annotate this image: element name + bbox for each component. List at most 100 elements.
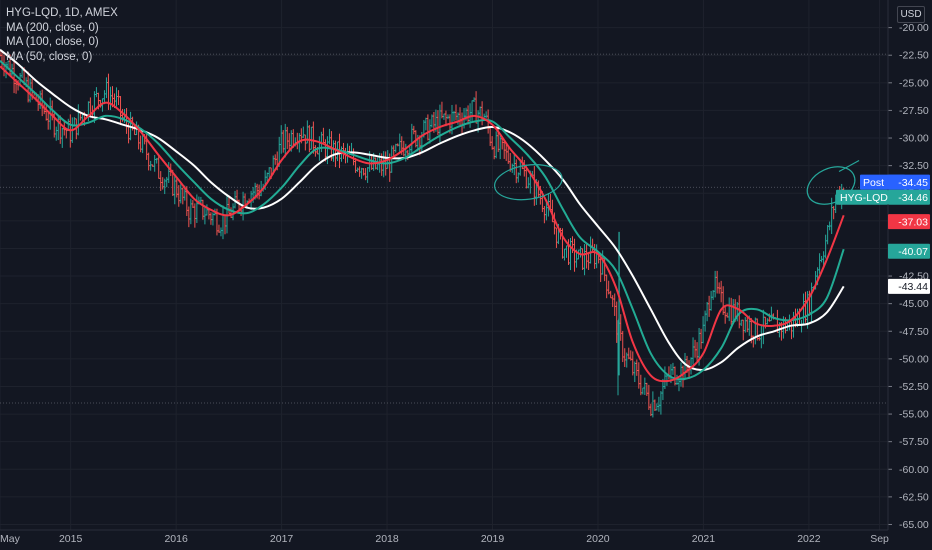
price-bar bbox=[201, 199, 205, 220]
price-bar bbox=[760, 325, 763, 349]
price-bar bbox=[633, 361, 636, 383]
price-bar bbox=[221, 205, 225, 240]
price-bar bbox=[442, 113, 446, 120]
y-tick-label: -22.50 bbox=[899, 50, 929, 62]
annotation-stroke bbox=[838, 159, 860, 173]
price-bar bbox=[673, 366, 677, 386]
price-bar bbox=[173, 175, 176, 205]
price-bar bbox=[45, 104, 48, 121]
price-bar bbox=[693, 339, 697, 358]
price-bar bbox=[569, 237, 572, 271]
price-bar bbox=[117, 90, 120, 106]
price-bars bbox=[0, 49, 845, 418]
price-bar bbox=[699, 328, 703, 349]
price-bar bbox=[109, 86, 112, 111]
post-value-tag: -34.45 bbox=[888, 174, 930, 190]
price-bar bbox=[436, 110, 440, 136]
price-bar bbox=[663, 366, 667, 390]
y-tick-label: -55.00 bbox=[899, 409, 929, 421]
price-bar bbox=[533, 166, 536, 206]
y-tick-label: -45.00 bbox=[899, 298, 929, 310]
price-bar bbox=[790, 321, 793, 340]
price-bar bbox=[818, 253, 821, 274]
ma100-tag: -40.07 bbox=[888, 243, 930, 259]
price-bar bbox=[322, 127, 325, 144]
symbol-tag: HYG-LQD bbox=[836, 189, 888, 205]
x-tick-label: 2021 bbox=[692, 533, 716, 545]
price-bar bbox=[709, 290, 713, 311]
price-bar bbox=[695, 342, 699, 361]
y-tick-label: -50.00 bbox=[899, 353, 929, 365]
price-bar bbox=[398, 133, 401, 154]
indicator-ma100-label[interactable]: MA (100, close, 0) bbox=[6, 36, 99, 48]
y-tick-label: -65.00 bbox=[899, 519, 929, 531]
price-bar bbox=[484, 111, 488, 119]
price-bar bbox=[607, 280, 610, 295]
y-tick-label: -25.00 bbox=[899, 77, 929, 89]
price-bar bbox=[424, 117, 428, 131]
annotation-ellipse[interactable] bbox=[492, 161, 564, 204]
time-axis[interactable]: May 2015 2016 2017 2018 2019 2020 2021 2022 Sep bbox=[0, 529, 889, 545]
price-bar bbox=[267, 167, 271, 178]
price-bar bbox=[627, 347, 630, 360]
price-bar bbox=[826, 224, 829, 245]
price-bar bbox=[802, 293, 805, 326]
price-bar bbox=[691, 337, 695, 365]
price-bar bbox=[153, 154, 156, 172]
price-bar bbox=[740, 319, 743, 326]
ma100-line bbox=[0, 59, 845, 381]
price-bar bbox=[472, 97, 476, 102]
price-bar bbox=[713, 270, 717, 298]
price-bar bbox=[364, 168, 367, 181]
price-bar bbox=[585, 242, 588, 269]
indicator-ma200-label[interactable]: MA (200, close, 0) bbox=[6, 21, 99, 34]
price-bar bbox=[302, 126, 305, 138]
price-bar bbox=[573, 238, 576, 272]
price-bar bbox=[492, 146, 496, 160]
y-tick-label: -30.00 bbox=[899, 133, 929, 145]
price-bar bbox=[159, 171, 162, 191]
price-bar bbox=[637, 362, 641, 389]
y-tick-label: -57.50 bbox=[899, 436, 929, 448]
chart-grid bbox=[0, 0, 888, 530]
price-bar bbox=[370, 154, 373, 170]
price-bar bbox=[595, 244, 598, 269]
price-bar bbox=[360, 167, 363, 179]
price-bar bbox=[223, 214, 227, 235]
price-bar bbox=[581, 248, 584, 271]
price-bar bbox=[613, 293, 616, 316]
indicator-ma50-label[interactable]: MA (50, close, 0) bbox=[6, 50, 93, 63]
price-bar bbox=[800, 319, 803, 333]
symbol-value-tag: -34.46 bbox=[888, 189, 930, 205]
price-bar bbox=[762, 309, 765, 345]
price-bar bbox=[645, 382, 649, 396]
ma50-tag-value: -37.03 bbox=[898, 216, 928, 228]
price-bar bbox=[488, 125, 492, 146]
price-bar bbox=[683, 352, 687, 381]
price-bar bbox=[366, 167, 369, 183]
price-axis[interactable]: -20.00-22.50-25.00-27.50-30.00-32.50-35.… bbox=[887, 0, 929, 531]
ma50-line bbox=[0, 65, 845, 383]
price-bar bbox=[40, 89, 44, 117]
price-bar bbox=[527, 177, 530, 189]
ma200-line bbox=[0, 48, 845, 371]
price-bar bbox=[454, 104, 458, 121]
ma200-tag: -43.44 bbox=[888, 278, 930, 294]
price-bar bbox=[177, 185, 180, 207]
price-bar bbox=[611, 295, 614, 308]
price-bar bbox=[362, 168, 365, 176]
price-bar bbox=[352, 148, 355, 166]
price-bar bbox=[412, 125, 416, 135]
price-bar bbox=[513, 154, 516, 176]
price-bar bbox=[723, 305, 727, 324]
price-bar bbox=[565, 245, 568, 258]
x-tick-label: 2020 bbox=[586, 533, 610, 545]
price-bar bbox=[641, 387, 645, 395]
price-bar bbox=[59, 115, 62, 144]
price-bar bbox=[705, 302, 709, 322]
currency-button[interactable]: USD bbox=[897, 6, 925, 23]
price-bar bbox=[728, 297, 731, 322]
symbol-title[interactable]: HYG-LQD, 1D, AMEX bbox=[6, 7, 118, 19]
x-tick-label: 2017 bbox=[270, 533, 294, 545]
